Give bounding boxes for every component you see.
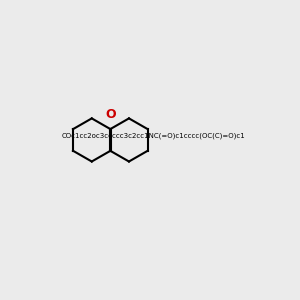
- Text: COc1cc2oc3ccccc3c2cc1NC(=O)c1cccc(OC(C)=O)c1: COc1cc2oc3ccccc3c2cc1NC(=O)c1cccc(OC(C)=…: [62, 133, 246, 139]
- Text: O: O: [105, 108, 116, 121]
